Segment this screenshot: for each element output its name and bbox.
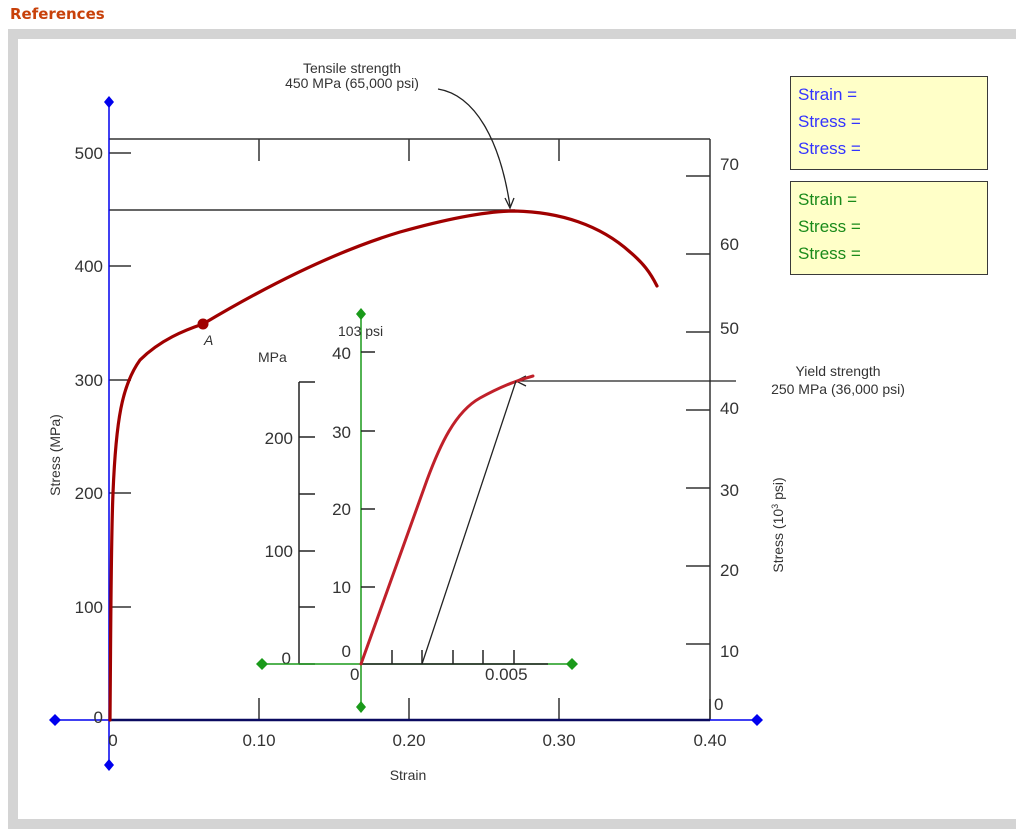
svg-text:20: 20 [332, 500, 351, 519]
tick-label: 40 [720, 399, 739, 418]
info-box-green: Strain = Stress = Stress = [790, 181, 988, 275]
diamond-handle-icon[interactable] [49, 714, 61, 726]
diamond-handle-icon[interactable] [104, 759, 114, 771]
tick-label: 200 [75, 484, 103, 503]
references-heading: References [10, 5, 105, 23]
inset-handle-icons[interactable] [256, 308, 578, 713]
strain-readout: Strain = [798, 190, 858, 209]
tick-label: 0.40 [693, 731, 726, 750]
tick-label: 70 [720, 155, 739, 174]
tick-label: 0.20 [392, 731, 425, 750]
tick-label: 400 [75, 257, 103, 276]
tick-label: 10 [720, 642, 739, 661]
x-axis-title: Strain [390, 767, 427, 783]
tick-label: 0.10 [242, 731, 275, 750]
stress-readout-psi: Stress = [798, 139, 861, 158]
inset-mpa-label: MPa [258, 349, 287, 365]
diamond-handle-icon [356, 701, 366, 713]
tick-label: 50 [720, 319, 739, 338]
svg-text:0: 0 [282, 649, 291, 668]
x-tick-labels: 0 0.10 0.20 0.30 0.40 [108, 731, 726, 750]
stress-readout-psi: Stress = [798, 244, 861, 263]
svg-text:100: 100 [265, 542, 293, 561]
point-a-label: A [203, 332, 213, 348]
tick-label: 0 [94, 708, 103, 727]
tensile-label-2: 450 MPa (65,000 psi) [285, 75, 419, 91]
stress-readout-mpa: Stress = [798, 112, 861, 131]
tick-label: 500 [75, 144, 103, 163]
svg-text:0: 0 [350, 665, 359, 684]
stress-strain-curve [108, 209, 659, 722]
point-a-marker[interactable] [197, 318, 209, 330]
inset-psi-ticks: 40 30 20 10 0 [332, 344, 351, 661]
svg-text:0: 0 [342, 642, 351, 661]
svg-text:30: 30 [332, 423, 351, 442]
tick-label: 0 [714, 695, 723, 714]
tensile-arrow [437, 88, 511, 207]
tick-label: 20 [720, 561, 739, 580]
tick-label: 60 [720, 235, 739, 254]
inset-mpa-ticks: 200 100 0 [265, 429, 293, 668]
tick-label: 0.30 [542, 731, 575, 750]
yield-label-1: Yield strength [795, 363, 880, 379]
y-axis-title-left: Stress (MPa) [47, 414, 63, 496]
svg-text:0.005: 0.005 [485, 665, 528, 684]
svg-text:200: 200 [265, 429, 293, 448]
tick-label: 300 [75, 371, 103, 390]
axis-handle-icons[interactable] [49, 96, 763, 771]
diamond-handle-icon [566, 658, 578, 670]
inset-psi-label: 103 psi [338, 323, 383, 339]
chart-frame [109, 138, 711, 720]
diamond-handle-icon[interactable] [104, 96, 114, 108]
tick-label: 100 [75, 598, 103, 617]
tick-label: 30 [720, 481, 739, 500]
stress-readout-mpa: Stress = [798, 217, 861, 236]
y-axis-title-right: Stress (103 psi) [770, 477, 786, 572]
main-axes[interactable] [55, 102, 757, 765]
right-tick-labels: 70 60 50 40 30 20 10 0 [714, 155, 739, 714]
inset-strain-ticks: 0 0.005 [350, 665, 528, 684]
diamond-handle-icon[interactable] [751, 714, 763, 726]
inset-stress-strain-curve [359, 374, 535, 666]
svg-text:40: 40 [332, 344, 351, 363]
offset-line [421, 380, 517, 665]
diamond-handle-icon [356, 308, 366, 320]
yield-label-2: 250 MPa (36,000 psi) [771, 381, 905, 397]
left-tick-labels: 500 400 300 200 100 0 [75, 144, 103, 727]
svg-text:10: 10 [332, 578, 351, 597]
tensile-label-1: Tensile strength [303, 60, 401, 76]
strain-readout: Strain = [798, 85, 858, 104]
diamond-handle-icon [256, 658, 268, 670]
tick-label: 0 [108, 731, 117, 750]
inset-chart: MPa 200 100 0 103 psi 40 30 20 10 0 [256, 308, 578, 713]
info-box-blue: Strain = Stress = Stress = [790, 76, 988, 170]
inset-mpa-axis [298, 381, 315, 665]
